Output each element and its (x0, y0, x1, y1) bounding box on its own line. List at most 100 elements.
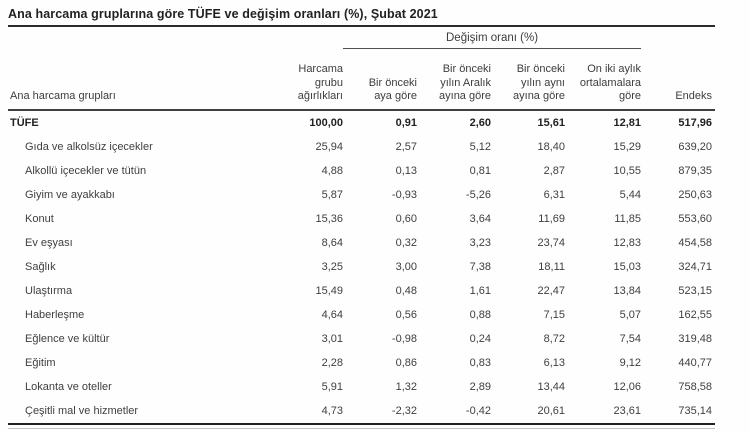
cell-annual: 22,47 (537, 284, 565, 297)
cell-index: 523,15 (678, 284, 713, 297)
cell-monthly: -2,32 (343, 398, 417, 425)
cell-since-december: 0,24 (469, 332, 491, 345)
cell-index: 162,55 (678, 308, 713, 321)
row-label: Eğitim (25, 356, 56, 369)
cell-weight: 4,64 (321, 308, 343, 321)
row-label: Ulaştırma (25, 284, 73, 297)
tufe-table: Değişim oranı (%) Ana harcama grupları H… (8, 30, 716, 425)
table-container: Ana harcama gruplarına göre TÜFE ve deği… (8, 0, 716, 425)
cell-weight: 15,49 (315, 284, 343, 297)
cell-index: 324,71 (678, 260, 713, 273)
cell-annual: 6,31 (543, 188, 565, 201)
degisim-orani-span-header: Değişim oranı (%) (343, 30, 642, 49)
cell-weight: 25,94 (315, 140, 343, 153)
table-row: Eğitim 2,28 0,86 0,83 6,13 9,12 440,77 (8, 351, 715, 375)
cell-twelve-month-avg: 12,06 (613, 380, 642, 393)
cell-twelve-month-avg: 23,61 (565, 398, 642, 425)
cell-twelve-month-avg: 12,81 (613, 116, 642, 129)
cell-monthly: 1,32 (395, 380, 417, 393)
cell-since-december: 0,88 (469, 308, 491, 321)
cell-annual: 23,74 (537, 236, 565, 249)
cell-index: 517,96 (678, 116, 713, 129)
table-row: TÜFE 100,00 0,91 2,60 15,61 12,81 517,96 (8, 110, 715, 135)
cell-monthly: -0,98 (391, 332, 417, 345)
cell-weight: 3,25 (321, 260, 343, 273)
cell-annual: 18,11 (538, 260, 565, 273)
table-row: Haberleşme 4,64 0,56 0,88 7,15 5,07 162,… (8, 303, 715, 327)
row-label: Çeşitli mal ve hizmetler (8, 398, 259, 425)
table-row: Çeşitli mal ve hizmetler 4,73 -2,32 -0,4… (8, 398, 716, 425)
cell-index: 440,77 (678, 356, 713, 369)
table-row: Konut 15,36 0,60 3,64 11,69 11,85 553,60 (8, 207, 715, 231)
cell-weight: 5,91 (321, 380, 343, 393)
cell-monthly: 0,60 (395, 212, 417, 225)
cell-index: 758,58 (678, 380, 713, 393)
column-header-row: Ana harcama grupları Harcama grubu ağırl… (8, 48, 716, 111)
bottom-divider (8, 427, 715, 429)
span-header-row: Değişim oranı (%) (8, 30, 715, 49)
cell-annual: 6,13 (543, 356, 565, 369)
cell-monthly: 0,56 (395, 308, 417, 321)
cell-twelve-month-avg: 15,03 (613, 260, 642, 273)
cell-annual: 2,87 (543, 164, 565, 177)
table-row: Ev eşyası 8,64 0,32 3,23 23,74 12,83 454… (8, 231, 715, 255)
cell-annual: 15,61 (537, 116, 565, 129)
cell-annual: 20,61 (491, 398, 565, 425)
cell-annual: 11,69 (538, 212, 565, 225)
row-label: Ev eşyası (25, 236, 73, 249)
cell-annual: 7,15 (543, 308, 565, 321)
row-label: Giyim ve ayakkabı (25, 188, 115, 201)
cell-monthly: 0,91 (395, 116, 417, 129)
cell-monthly: 0,48 (395, 284, 417, 297)
table-row: Lokanta ve oteller 5,91 1,32 2,89 13,44 … (8, 375, 715, 399)
cell-weight: 4,88 (321, 164, 343, 177)
cell-since-december: 0,83 (469, 356, 491, 369)
cell-since-december: 0,81 (469, 164, 491, 177)
table-row: Giyim ve ayakkabı 5,87 -0,93 -5,26 6,31 … (8, 183, 715, 207)
cell-since-december: 3,23 (469, 236, 491, 249)
cell-monthly: 0,32 (395, 236, 417, 249)
span-header-spacer (8, 30, 343, 49)
cell-index: 639,20 (678, 140, 713, 153)
column-header-bir-onceki-aya-gore: Bir önceki aya göre (343, 48, 417, 111)
cell-twelve-month-avg: 5,44 (619, 188, 642, 201)
cell-twelve-month-avg: 5,07 (619, 308, 642, 321)
cell-since-december: 2,60 (469, 116, 491, 129)
cell-weight: 3,01 (321, 332, 343, 345)
cell-since-december: 1,61 (469, 284, 491, 297)
cell-weight: 5,87 (321, 188, 343, 201)
column-header-ana-harcama-gruplari: Ana harcama grupları (8, 48, 259, 111)
cell-monthly: 0,86 (395, 356, 417, 369)
cell-weight: 8,64 (321, 236, 343, 249)
cell-index: 319,48 (678, 332, 713, 345)
cell-index: 735,14 (641, 398, 716, 425)
cell-annual: 18,40 (537, 140, 565, 153)
cell-index: 879,35 (678, 164, 713, 177)
table-row: Sağlık 3,25 3,00 7,38 18,11 15,03 324,71 (8, 255, 715, 279)
column-header-yilin-aralik-ayina-gore: Bir önceki yılın Aralık ayına göre (417, 48, 491, 111)
column-header-on-iki-aylik-ortalamalara-gore: On iki aylık ortalamalara göre (565, 48, 642, 111)
cell-annual: 13,44 (537, 380, 565, 393)
cell-annual: 8,72 (543, 332, 565, 345)
row-label: Eğlence ve kültür (25, 332, 110, 345)
cell-since-december: -0,42 (417, 398, 491, 425)
cell-index: 454,58 (678, 236, 713, 249)
table-row: Gıda ve alkolsüz içecekler 25,94 2,57 5,… (8, 135, 715, 159)
table-row: Ulaştırma 15,49 0,48 1,61 22,47 13,84 52… (8, 279, 715, 303)
row-label: Gıda ve alkolsüz içecekler (25, 140, 153, 153)
cell-index: 553,60 (678, 212, 713, 225)
cell-monthly: 3,00 (395, 260, 417, 273)
cell-since-december: 7,38 (469, 260, 491, 273)
cell-since-december: 3,64 (469, 212, 491, 225)
row-label: TÜFE (10, 116, 39, 129)
column-header-harcama-grubu-agirliklari: Harcama grubu ağırlıkları (259, 48, 343, 111)
cell-twelve-month-avg: 11,85 (614, 212, 642, 225)
cell-weight: 4,73 (259, 398, 343, 425)
column-header-endeks: Endeks (641, 48, 716, 111)
row-label: Sağlık (25, 260, 56, 273)
cell-twelve-month-avg: 12,83 (613, 236, 642, 249)
cell-monthly: 0,13 (395, 164, 417, 177)
cell-weight: 15,36 (315, 212, 343, 225)
row-label: Alkollü içecekler ve tütün (25, 164, 147, 177)
